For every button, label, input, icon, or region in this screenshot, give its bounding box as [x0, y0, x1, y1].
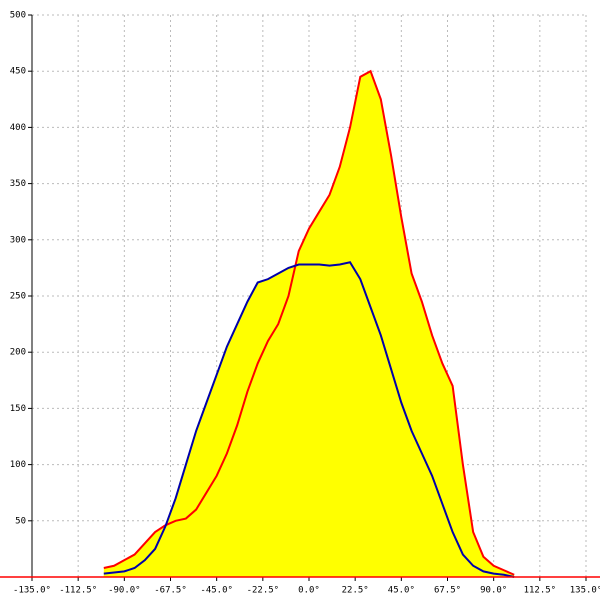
x-tick-label: 45.0° — [388, 586, 415, 596]
y-tick-label: 400 — [10, 123, 26, 133]
y-tick-label: 100 — [10, 460, 26, 470]
x-tick-label: -90.0° — [108, 586, 141, 596]
y-tick-label: 300 — [10, 235, 26, 245]
y-tick-label: 150 — [10, 404, 26, 414]
y-tick-label: 200 — [10, 348, 26, 358]
y-tick-label: 450 — [10, 67, 26, 77]
x-tick-label: 0.0° — [298, 586, 320, 596]
x-tick-label: -135.0° — [13, 586, 51, 596]
y-tick-label: 500 — [10, 11, 26, 21]
x-tick-label: 22.5° — [342, 586, 369, 596]
y-tick-label: 50 — [15, 516, 26, 526]
y-tick-label: 250 — [10, 292, 26, 302]
x-tick-label: -45.0° — [200, 586, 233, 596]
x-tick-label: -22.5° — [247, 586, 280, 596]
x-tick-label: 67.5° — [434, 586, 461, 596]
x-tick-label: 90.0° — [480, 586, 507, 596]
x-tick-label: -67.5° — [154, 586, 187, 596]
x-tick-label: 112.5° — [524, 586, 557, 596]
y-tick-label: 350 — [10, 179, 26, 189]
x-tick-label: -112.5° — [59, 586, 97, 596]
x-tick-label: 135.0° — [570, 586, 600, 596]
series-line — [103, 69, 515, 576]
series-line — [103, 261, 515, 578]
area-fill — [103, 262, 515, 577]
